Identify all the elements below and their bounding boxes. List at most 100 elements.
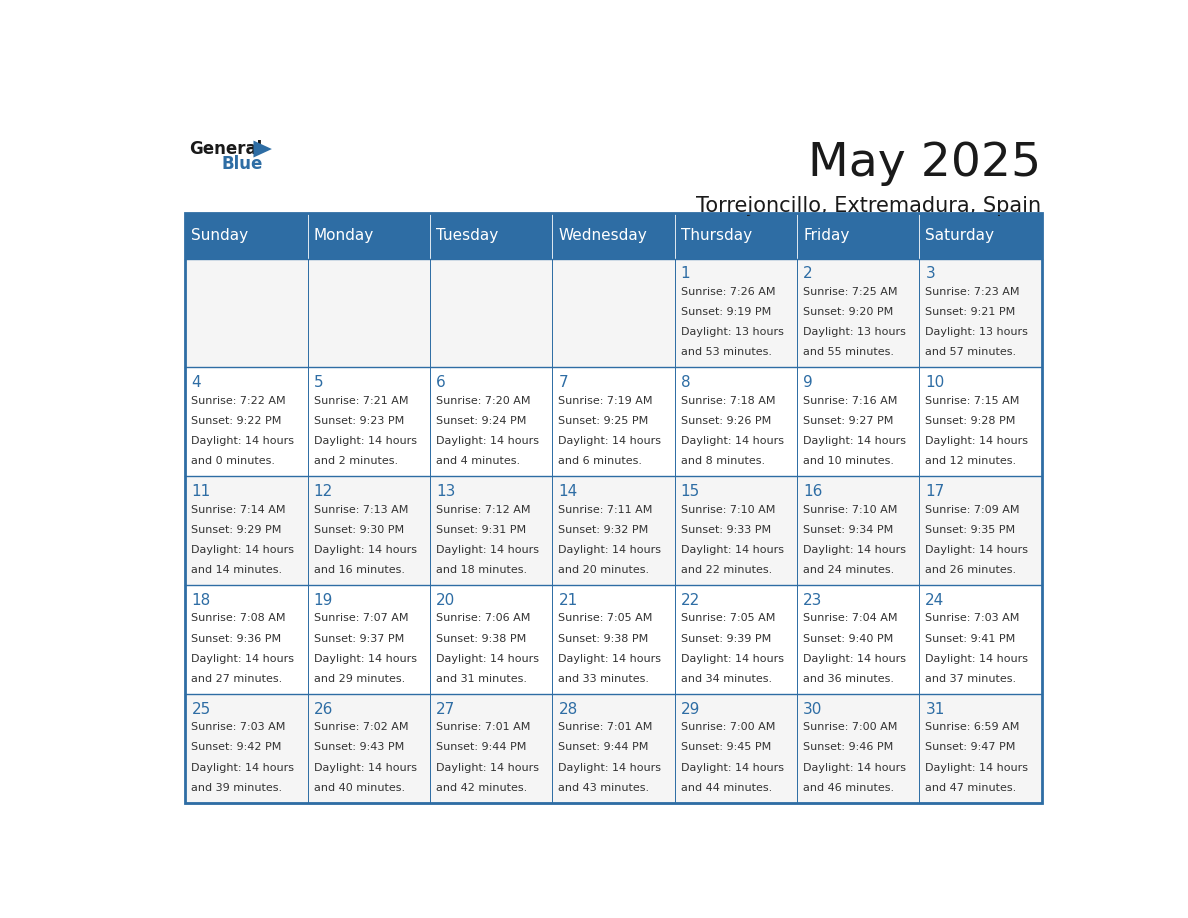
Text: Sunset: 9:44 PM: Sunset: 9:44 PM: [436, 743, 526, 753]
Bar: [308, 259, 430, 367]
Text: and 43 minutes.: and 43 minutes.: [558, 783, 650, 793]
Bar: [675, 259, 797, 367]
Text: Sunrise: 7:14 AM: Sunrise: 7:14 AM: [191, 505, 286, 515]
Text: Sunset: 9:40 PM: Sunset: 9:40 PM: [803, 633, 893, 644]
Text: Sunrise: 7:25 AM: Sunrise: 7:25 AM: [803, 287, 898, 297]
Text: 7: 7: [558, 375, 568, 390]
Text: Daylight: 14 hours: Daylight: 14 hours: [191, 763, 295, 773]
Text: Sunset: 9:28 PM: Sunset: 9:28 PM: [925, 416, 1016, 426]
Text: May 2025: May 2025: [809, 140, 1042, 185]
Text: Sunrise: 7:06 AM: Sunrise: 7:06 AM: [436, 613, 531, 623]
Text: 4: 4: [191, 375, 201, 390]
Text: and 47 minutes.: and 47 minutes.: [925, 783, 1017, 793]
Text: Sunset: 9:36 PM: Sunset: 9:36 PM: [191, 633, 282, 644]
Text: Sunrise: 7:11 AM: Sunrise: 7:11 AM: [558, 505, 652, 515]
Bar: [920, 585, 1042, 694]
Text: and 31 minutes.: and 31 minutes.: [436, 674, 527, 684]
Text: Friday: Friday: [803, 229, 849, 243]
Text: 16: 16: [803, 484, 822, 499]
Text: 26: 26: [314, 701, 333, 717]
Text: Daylight: 14 hours: Daylight: 14 hours: [314, 545, 417, 554]
Text: Sunset: 9:22 PM: Sunset: 9:22 PM: [191, 416, 282, 426]
Bar: [308, 367, 430, 476]
Polygon shape: [253, 140, 272, 158]
Bar: [552, 367, 675, 476]
Text: Sunset: 9:20 PM: Sunset: 9:20 PM: [803, 307, 893, 317]
Text: Daylight: 14 hours: Daylight: 14 hours: [191, 545, 295, 554]
Text: Sunset: 9:47 PM: Sunset: 9:47 PM: [925, 743, 1016, 753]
Text: Daylight: 14 hours: Daylight: 14 hours: [803, 763, 906, 773]
Text: and 0 minutes.: and 0 minutes.: [191, 456, 276, 466]
Text: Sunrise: 7:00 AM: Sunrise: 7:00 AM: [803, 722, 897, 733]
Text: Sunrise: 7:10 AM: Sunrise: 7:10 AM: [681, 505, 775, 515]
Text: Saturday: Saturday: [925, 229, 994, 243]
Text: Sunrise: 7:26 AM: Sunrise: 7:26 AM: [681, 287, 776, 297]
Text: Sunrise: 7:00 AM: Sunrise: 7:00 AM: [681, 722, 775, 733]
Text: 20: 20: [436, 593, 455, 608]
Text: Daylight: 14 hours: Daylight: 14 hours: [191, 436, 295, 446]
Text: Sunrise: 7:19 AM: Sunrise: 7:19 AM: [558, 396, 653, 406]
Bar: [308, 213, 430, 259]
Bar: [552, 585, 675, 694]
Bar: [185, 213, 308, 259]
Text: and 36 minutes.: and 36 minutes.: [803, 674, 895, 684]
Text: and 40 minutes.: and 40 minutes.: [314, 783, 405, 793]
Text: Daylight: 14 hours: Daylight: 14 hours: [558, 545, 662, 554]
Bar: [675, 694, 797, 803]
Text: Sunset: 9:30 PM: Sunset: 9:30 PM: [314, 525, 404, 535]
Text: Daylight: 14 hours: Daylight: 14 hours: [681, 763, 784, 773]
Text: Sunrise: 7:03 AM: Sunrise: 7:03 AM: [925, 613, 1019, 623]
Text: Sunrise: 7:01 AM: Sunrise: 7:01 AM: [558, 722, 652, 733]
Bar: [552, 259, 675, 367]
Bar: [675, 585, 797, 694]
Bar: [185, 367, 308, 476]
Bar: [430, 585, 552, 694]
Text: 31: 31: [925, 701, 944, 717]
Text: Daylight: 14 hours: Daylight: 14 hours: [558, 654, 662, 664]
Bar: [430, 259, 552, 367]
Text: and 10 minutes.: and 10 minutes.: [803, 456, 895, 466]
Text: 9: 9: [803, 375, 813, 390]
Text: 19: 19: [314, 593, 333, 608]
Text: Sunset: 9:31 PM: Sunset: 9:31 PM: [436, 525, 526, 535]
Bar: [797, 694, 920, 803]
Text: and 6 minutes.: and 6 minutes.: [558, 456, 643, 466]
Text: and 4 minutes.: and 4 minutes.: [436, 456, 520, 466]
Bar: [675, 367, 797, 476]
Text: 11: 11: [191, 484, 210, 499]
Text: 13: 13: [436, 484, 455, 499]
Text: Sunrise: 7:03 AM: Sunrise: 7:03 AM: [191, 722, 286, 733]
Text: and 8 minutes.: and 8 minutes.: [681, 456, 765, 466]
Text: 2: 2: [803, 266, 813, 281]
Text: Sunrise: 7:01 AM: Sunrise: 7:01 AM: [436, 722, 531, 733]
Text: and 42 minutes.: and 42 minutes.: [436, 783, 527, 793]
Text: Daylight: 14 hours: Daylight: 14 hours: [436, 436, 539, 446]
Text: Daylight: 14 hours: Daylight: 14 hours: [436, 763, 539, 773]
Text: 25: 25: [191, 701, 210, 717]
Text: and 18 minutes.: and 18 minutes.: [436, 565, 527, 575]
Text: Daylight: 14 hours: Daylight: 14 hours: [558, 763, 662, 773]
Text: 6: 6: [436, 375, 446, 390]
Bar: [185, 259, 308, 367]
Text: Daylight: 14 hours: Daylight: 14 hours: [925, 436, 1029, 446]
Text: Sunset: 9:33 PM: Sunset: 9:33 PM: [681, 525, 771, 535]
Text: Sunrise: 7:05 AM: Sunrise: 7:05 AM: [558, 613, 652, 623]
Text: Thursday: Thursday: [681, 229, 752, 243]
Text: Sunrise: 7:08 AM: Sunrise: 7:08 AM: [191, 613, 286, 623]
Text: Sunrise: 7:10 AM: Sunrise: 7:10 AM: [803, 505, 897, 515]
Text: Sunset: 9:37 PM: Sunset: 9:37 PM: [314, 633, 404, 644]
Text: Sunset: 9:26 PM: Sunset: 9:26 PM: [681, 416, 771, 426]
Text: and 33 minutes.: and 33 minutes.: [558, 674, 650, 684]
Bar: [552, 476, 675, 585]
Text: Sunset: 9:25 PM: Sunset: 9:25 PM: [558, 416, 649, 426]
Text: Daylight: 14 hours: Daylight: 14 hours: [925, 545, 1029, 554]
Bar: [797, 213, 920, 259]
Text: Monday: Monday: [314, 229, 374, 243]
Text: Sunrise: 7:04 AM: Sunrise: 7:04 AM: [803, 613, 898, 623]
Text: Sunrise: 7:02 AM: Sunrise: 7:02 AM: [314, 722, 409, 733]
Text: Sunset: 9:44 PM: Sunset: 9:44 PM: [558, 743, 649, 753]
Text: Sunset: 9:32 PM: Sunset: 9:32 PM: [558, 525, 649, 535]
Text: Tuesday: Tuesday: [436, 229, 498, 243]
Text: Sunset: 9:41 PM: Sunset: 9:41 PM: [925, 633, 1016, 644]
Text: and 14 minutes.: and 14 minutes.: [191, 565, 283, 575]
